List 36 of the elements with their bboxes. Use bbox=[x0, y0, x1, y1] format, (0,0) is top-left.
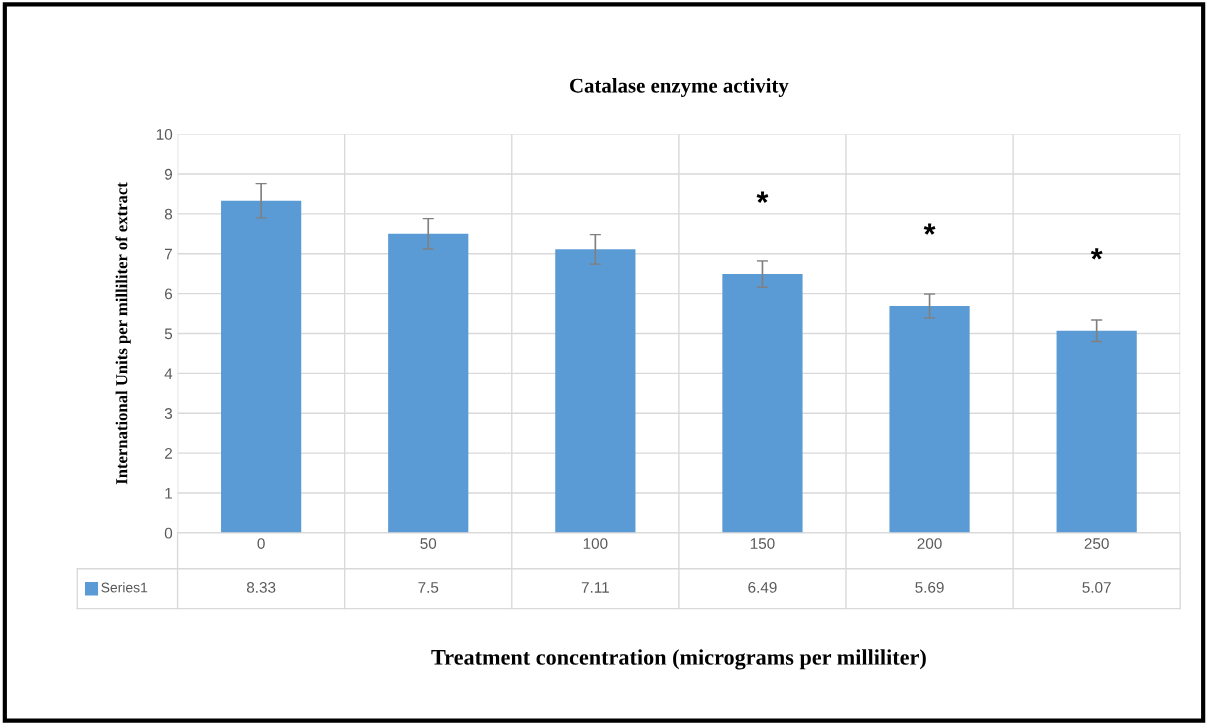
data-label: 6.49 bbox=[748, 581, 777, 593]
data-label: 8.33 bbox=[246, 581, 276, 593]
x-tick-label: 200 bbox=[917, 538, 942, 549]
x-tick-label: 150 bbox=[750, 538, 775, 549]
x-tick-label: 250 bbox=[1084, 538, 1109, 549]
data-label: 7.5 bbox=[418, 582, 439, 593]
y-tick-label: 7 bbox=[165, 248, 172, 260]
annotation: * bbox=[923, 223, 936, 235]
y-tick-label: 6 bbox=[164, 288, 173, 300]
x-axis-title: Treatment concentration (micrograms per milliliter) bbox=[431, 649, 926, 670]
bar bbox=[388, 233, 469, 533]
bar bbox=[221, 200, 302, 533]
bar bbox=[1056, 330, 1137, 533]
data-label: 5.69 bbox=[915, 581, 944, 593]
y-tick-label: 3 bbox=[164, 408, 173, 419]
y-tick-label: 4 bbox=[164, 368, 173, 379]
y-axis-title: International Units per milliliter of extract bbox=[115, 182, 131, 485]
y-tick-label: 5 bbox=[164, 328, 173, 340]
data-label: 7.11 bbox=[581, 582, 609, 593]
x-tick-label: 0 bbox=[257, 538, 265, 549]
x-tick-label: 50 bbox=[420, 538, 437, 549]
bar bbox=[555, 249, 636, 533]
y-tick-label: 0 bbox=[164, 527, 173, 539]
legend-label: Series1 bbox=[101, 582, 148, 593]
annotation: * bbox=[756, 191, 769, 203]
bar bbox=[889, 305, 970, 533]
y-tick-label: 9 bbox=[164, 168, 172, 180]
chart-title: Catalase enzyme activity bbox=[569, 78, 789, 97]
y-tick-label: 8 bbox=[164, 208, 173, 220]
y-tick-label: 1 bbox=[165, 488, 172, 499]
x-tick-label: 100 bbox=[583, 538, 608, 549]
bar bbox=[722, 274, 803, 533]
y-tick-label: 2 bbox=[164, 447, 172, 459]
annotation: * bbox=[1090, 248, 1103, 260]
data-label: 5.07 bbox=[1082, 581, 1111, 593]
y-tick-label: 10 bbox=[156, 128, 173, 140]
